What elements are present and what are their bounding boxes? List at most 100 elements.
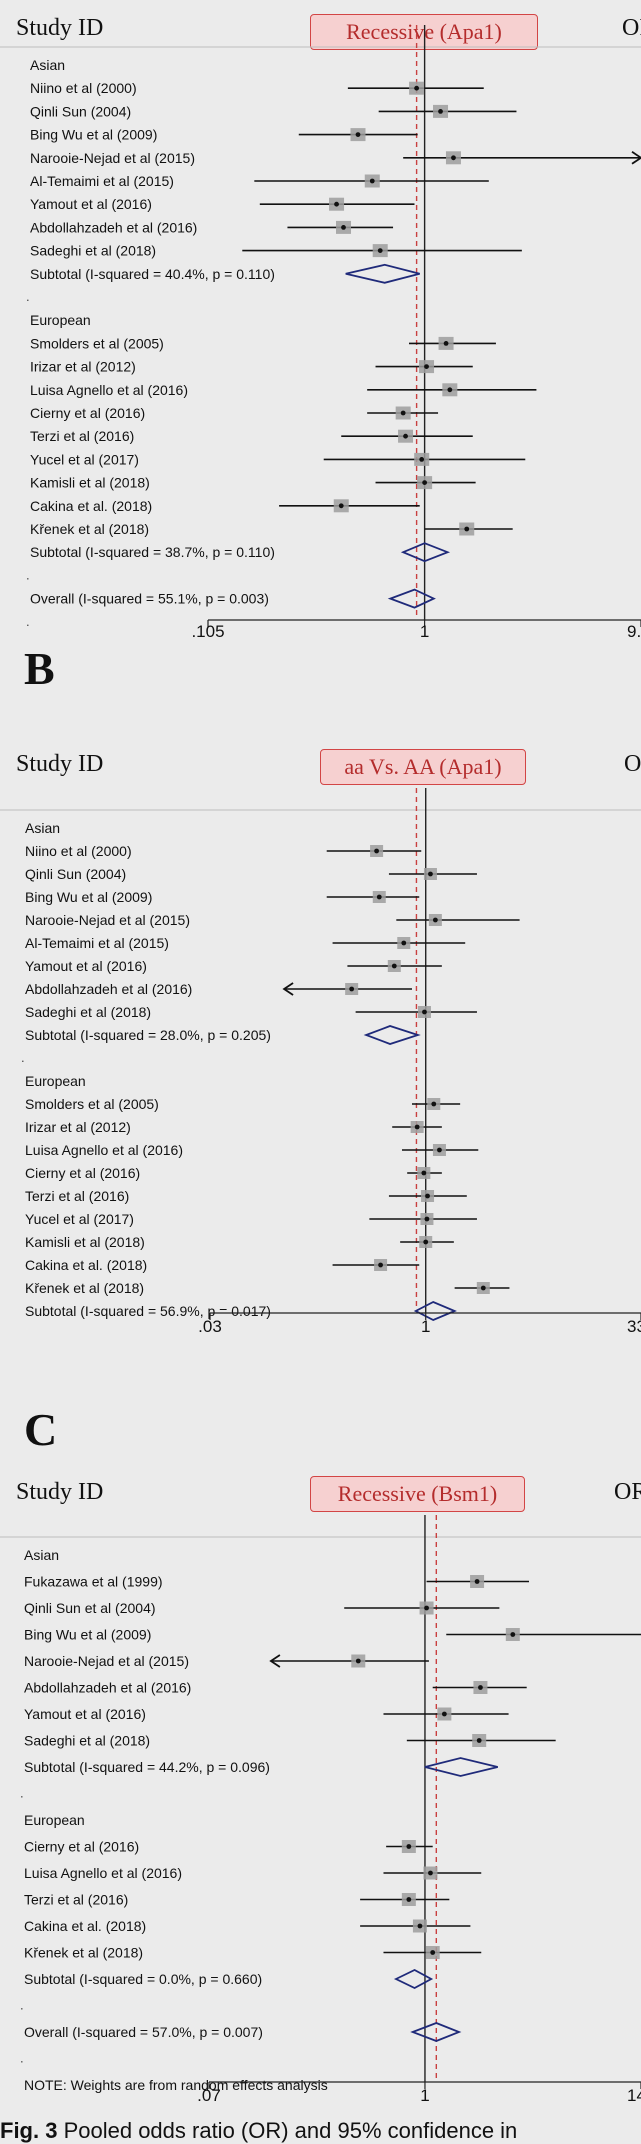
study-label: Qinli Sun (2004) <box>25 866 126 882</box>
point-estimate <box>374 848 379 854</box>
study-label: Kamisli et al (2018) <box>30 475 150 491</box>
study-label: Al-Temaimi et al (2015) <box>30 173 174 189</box>
study-label: Křenek et al (2018) <box>24 1945 143 1961</box>
point-estimate <box>414 1124 420 1130</box>
study-label: Sadeghi et al (2018) <box>24 1733 150 1749</box>
study-label: Niino et al (2000) <box>30 80 137 96</box>
point-estimate <box>391 963 397 969</box>
point-estimate <box>451 155 456 161</box>
point-estimate <box>424 1605 429 1611</box>
point-estimate <box>441 1711 447 1717</box>
point-estimate <box>432 917 438 923</box>
pooled-diamond <box>400 542 451 563</box>
forest-plot-c: Asian Fukazawa et al (1999) Qinli Sun et a… <box>0 1515 641 2105</box>
study-label: Cakina et al. (2018) <box>30 498 152 514</box>
ci-arrow-right <box>631 151 641 165</box>
pooled-row-label: Overall (I-squared = 57.0%, p = 0.007) <box>24 2024 263 2040</box>
study-label: Luisa Agnello et al (2016) <box>30 382 188 398</box>
point-estimate <box>400 410 406 416</box>
point-estimate <box>355 132 361 138</box>
study-label: Niino et al (2000) <box>25 843 132 859</box>
point-estimate <box>349 986 355 992</box>
subgroup-label: European <box>30 312 91 328</box>
study-id-header: Study ID <box>16 751 104 777</box>
point-estimate <box>338 503 344 509</box>
study-label: Cakina et al. (2018) <box>24 1918 146 1934</box>
subgroup-label: European <box>25 1073 86 1089</box>
forest-panel-a: Study ID Recessive (Apa1) OR (95% CI) As… <box>0 0 641 640</box>
point-estimate <box>476 1738 482 1743</box>
spacer-dot: . <box>20 1786 24 1801</box>
spacer-dot: . <box>26 567 30 582</box>
x-tick-label: .07 <box>197 2086 221 2105</box>
pooled-row-label: Subtotal (I-squared = 44.2%, p = 0.096) <box>24 1759 270 1775</box>
point-estimate <box>422 480 428 485</box>
pooled-row-label: Subtotal (I-squared = 28.0%, p = 0.205) <box>25 1027 271 1043</box>
point-estimate <box>438 109 443 114</box>
point-estimate <box>414 85 420 91</box>
study-label: Abdollahzadeh et al (2016) <box>25 981 192 997</box>
figure-label: Fig. 3 <box>0 2118 58 2143</box>
study-label: Cierny et al (2016) <box>30 405 145 421</box>
study-label: Yamout et al (2016) <box>25 958 147 974</box>
point-estimate <box>447 387 453 393</box>
forest-plot-a: Asian Niino et al (2000) Qinli Sun (2004) B… <box>0 25 641 640</box>
study-label: Irizar et al (2012) <box>30 359 136 375</box>
point-estimate <box>431 1101 437 1107</box>
study-label: Křenek et al (2018) <box>25 1280 144 1296</box>
study-label: Smolders et al (2005) <box>25 1096 159 1112</box>
point-estimate <box>510 1632 516 1637</box>
point-estimate <box>378 1262 383 1268</box>
point-estimate <box>406 1844 412 1849</box>
point-estimate <box>464 526 470 532</box>
study-label: Narooie-Nejad et al (2015) <box>24 1653 189 1669</box>
pooled-diamond <box>345 263 420 284</box>
or-ci-header: OR (95% CI) <box>614 1479 641 1505</box>
panel-title-box: Recessive (Bsm1) <box>310 1476 525 1512</box>
study-label: Yucel et al (2017) <box>30 451 139 467</box>
pooled-diamond <box>393 1968 434 1990</box>
point-estimate <box>355 1658 361 1664</box>
study-label: Fukazawa et al (1999) <box>24 1574 163 1590</box>
pooled-diamond <box>410 2022 462 2042</box>
point-estimate <box>443 341 449 346</box>
panel-title-box: aa Vs. AA (Apa1) <box>320 749 526 785</box>
pooled-diamond <box>413 1301 457 1321</box>
point-estimate <box>425 1193 430 1199</box>
study-label: Smolders et al (2005) <box>30 335 164 351</box>
study-label: Yamout et al (2016) <box>30 196 152 212</box>
pooled-diamond <box>424 1757 498 1777</box>
point-estimate <box>478 1685 483 1690</box>
study-label: Terzi et al (2016) <box>30 428 134 444</box>
subgroup-label: Asian <box>24 1547 59 1563</box>
point-estimate <box>424 364 429 369</box>
point-estimate <box>369 178 375 184</box>
weights-note: NOTE: Weights are from random effects an… <box>24 2077 328 2093</box>
spacer-dot: . <box>21 1050 25 1065</box>
point-estimate <box>437 1147 442 1153</box>
pooled-row-label: Subtotal (I-squared = 38.7%, p = 0.110) <box>30 544 275 560</box>
study-label: Abdollahzadeh et al (2016) <box>30 219 197 235</box>
study-id-header: Study ID <box>16 15 104 41</box>
panel-letter: B <box>24 643 55 694</box>
study-label: Qinli Sun (2004) <box>30 103 131 119</box>
pooled-row-label: Overall (I-squared = 55.1%, p = 0.003) <box>30 591 269 607</box>
forest-plot-b: Asian Niino et al (2000) Qinli Sun (2004) B… <box>0 788 641 1335</box>
study-label: Bing Wu et al (2009) <box>30 127 157 143</box>
point-estimate <box>406 1897 412 1902</box>
figure-caption: Fig. 3 Pooled odds ratio (OR) and 95% co… <box>0 2118 517 2144</box>
point-estimate <box>421 1170 427 1176</box>
study-label: Cakina et al. (2018) <box>25 1257 147 1273</box>
panel-letter: C <box>24 1404 58 1455</box>
study-label: Bing Wu et al (2009) <box>24 1627 151 1643</box>
subgroup-label: Asian <box>25 820 60 836</box>
study-label: Luisa Agnello et al (2016) <box>25 1142 183 1158</box>
study-label: Narooie-Nejad et al (2015) <box>30 150 195 166</box>
forest-panel-c: C Study ID Recessive (Bsm1) OR (95% CI) … <box>0 1335 641 2105</box>
point-estimate <box>422 1009 427 1015</box>
spacer-dot: . <box>26 614 30 629</box>
x-tick-label: 1 <box>421 1317 430 1335</box>
study-label: Sadeghi et al (2018) <box>25 1004 151 1020</box>
forest-panel-b: B Study ID aa Vs. AA (Apa1) OR (95% CI) … <box>0 640 641 1335</box>
spacer-dot: . <box>26 289 30 304</box>
